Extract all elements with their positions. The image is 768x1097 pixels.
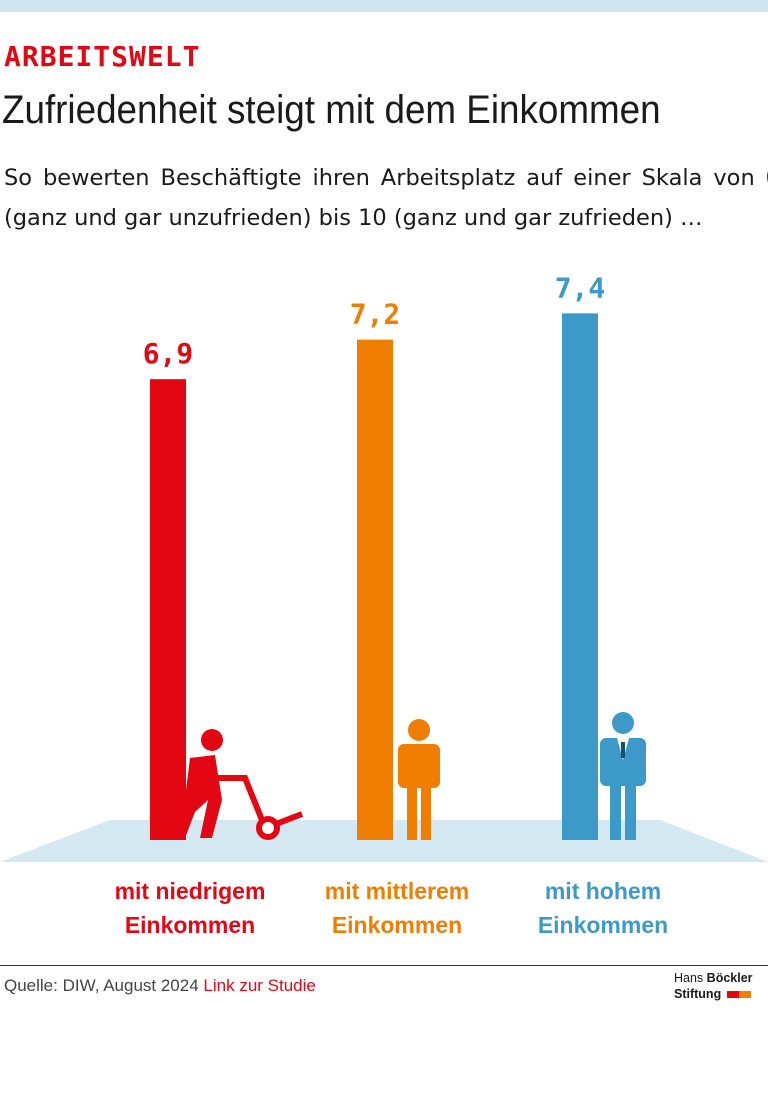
rule: [0, 965, 768, 966]
logo-text: Böckler: [706, 971, 753, 985]
value-label: 6,9: [143, 337, 194, 370]
icon-mid: [398, 719, 440, 840]
logo: Hans Böckler Stiftung: [674, 970, 753, 1002]
logo-text: Stiftung: [674, 987, 722, 1001]
subtitle-box: So bewerten Beschäftigte ihren Arbeitspl…: [0, 158, 768, 278]
category-label: mit mittlerem Einkommen: [324, 878, 470, 938]
kicker: ARBEITSWELT: [4, 40, 201, 73]
category-label: mit hohem Einkommen: [537, 878, 669, 938]
bar: [562, 313, 598, 840]
icon-low: [180, 729, 304, 840]
bar: [357, 339, 393, 840]
study-link[interactable]: Link zur Studie: [203, 976, 316, 995]
category-label: mit niedrigem Einkommen: [114, 878, 266, 938]
source: Quelle: DIW, August 2024: [4, 976, 199, 995]
bar: [150, 379, 186, 840]
value-label: 7,2: [350, 298, 401, 331]
chart: 6,9 7,2 7,4: [0, 271, 768, 862]
value-label: 7,4: [555, 271, 606, 304]
icon-high: [600, 712, 646, 840]
logo-text: Hans: [674, 971, 704, 985]
subtitle: So bewerten Beschäftigte ihren Arbeitspl…: [4, 165, 768, 231]
top-bar: [0, 0, 768, 12]
source-line: Quelle: DIW, August 2024 Link zur Studie: [4, 976, 316, 996]
logo-mark: [726, 991, 751, 998]
chart-title: Zufriedenheit steigt mit dem Einkommen: [2, 88, 661, 132]
